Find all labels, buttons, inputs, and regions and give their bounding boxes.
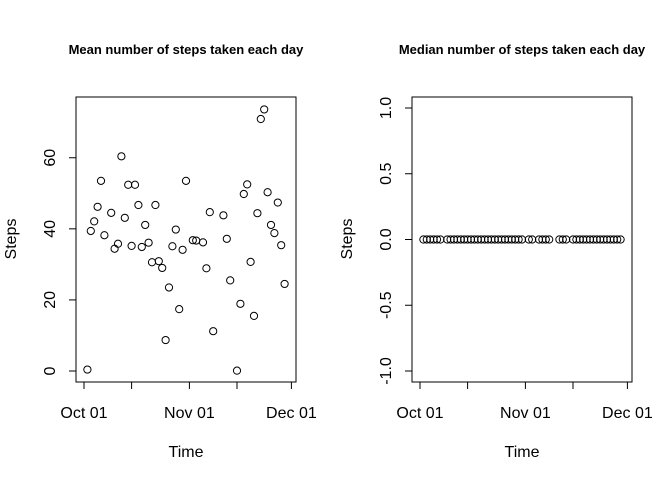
mean-data-point: [256, 114, 265, 124]
mean-data-point: [273, 198, 282, 207]
mean-data-point: [270, 229, 279, 238]
mean-data-point: [232, 366, 242, 375]
mean-data-point: [154, 257, 163, 266]
mean-data-point: [137, 242, 146, 252]
mean-data-point: [202, 264, 211, 273]
mean-y-axis-label: Steps: [3, 219, 20, 260]
mean-data-point: [117, 152, 126, 161]
median-x-tick-label: Dec 01: [602, 405, 653, 422]
median-y-tick-label: 1.0: [378, 97, 395, 119]
mean-data-point: [144, 238, 153, 247]
mean-data-point: [226, 276, 235, 285]
mean-data-point: [205, 208, 214, 217]
mean-data-point: [83, 365, 92, 374]
mean-data-point: [263, 188, 272, 197]
mean-y-tick-label: 60: [42, 149, 59, 167]
mean-data-point: [147, 258, 157, 267]
mean-data-point: [198, 238, 208, 247]
mean-data-point: [110, 244, 119, 253]
mean-data-point: [280, 279, 289, 289]
mean-data-point: [151, 200, 160, 210]
mean-data-point: [130, 180, 140, 189]
mean-data-point: [249, 311, 259, 321]
median-y-axis: -1.0 -0.5 0.0 0.5 1.0: [378, 97, 413, 385]
median-y-tick-label: 0.5: [378, 163, 395, 185]
mean-data-point: [168, 242, 177, 251]
mean-data-point: [219, 211, 228, 220]
median-y-tick-label: -1.0: [378, 357, 395, 385]
mean-data-point: [266, 220, 276, 230]
median-data-point: [613, 235, 622, 244]
median-data-point: [541, 235, 550, 244]
mean-data-point: [188, 236, 197, 245]
mean-x-axis: Oct 01 Nov 01 Dec 01: [60, 381, 317, 422]
mean-data-point: [239, 189, 248, 199]
mean-data-point: [243, 180, 252, 189]
mean-data-point: [164, 283, 174, 292]
median-chart-title: Median number of steps taken each day: [399, 42, 646, 57]
mean-y-axis: 0 20 40 60: [42, 149, 77, 375]
mean-data-point: [222, 234, 231, 243]
mean-data-point: [134, 200, 143, 210]
mean-data-point: [127, 241, 136, 250]
mean-data-point: [161, 335, 170, 345]
median-data-point: [616, 235, 625, 244]
median-data-point: [558, 235, 567, 244]
median-data-point: [432, 235, 442, 244]
median-x-axis: Oct 01 Nov 01 Dec 01: [396, 381, 653, 422]
mean-data-point: [113, 239, 123, 248]
mean-plot-frame: [75, 96, 297, 383]
mean-y-tick-label: 20: [42, 291, 59, 309]
mean-data-point: [178, 245, 187, 254]
mean-data-point: [90, 217, 99, 226]
mean-data-point: [236, 299, 245, 308]
mean-x-tick-label: Dec 01: [266, 405, 317, 422]
median-x-axis-label: Time: [505, 444, 540, 461]
mean-data-point: [124, 180, 133, 189]
mean-data-point: [86, 226, 95, 236]
median-steps-panel: Median number of steps taken each day Oc…: [339, 42, 653, 461]
mean-data-point: [209, 327, 218, 336]
mean-data-point: [181, 176, 191, 185]
median-data-point: [545, 235, 554, 244]
mean-x-tick-label: Oct 01: [60, 405, 107, 422]
mean-data-point: [96, 176, 106, 185]
median-data-point: [524, 235, 533, 244]
mean-data-point: [141, 220, 150, 230]
median-data-point: [514, 235, 523, 244]
mean-data-point: [253, 209, 262, 218]
median-x-tick-label: Nov 01: [500, 405, 551, 422]
median-y-axis-label: Steps: [339, 219, 356, 260]
mean-x-axis-label: Time: [169, 444, 204, 461]
mean-data-point: [171, 225, 180, 234]
mean-steps-panel: Mean number of steps taken each day Oct …: [3, 42, 317, 461]
mean-data-point: [100, 231, 109, 240]
mean-data-point: [246, 257, 255, 266]
mean-data-point: [277, 241, 286, 250]
mean-chart-title: Mean number of steps taken each day: [69, 42, 305, 57]
mean-points: [83, 105, 289, 375]
mean-y-tick-label: 40: [42, 220, 59, 238]
mean-data-point: [260, 105, 269, 114]
mean-x-tick-label: Nov 01: [164, 405, 215, 422]
median-x-tick-label: Oct 01: [396, 405, 443, 422]
median-points: [419, 235, 625, 244]
median-y-tick-label: -0.5: [378, 291, 395, 319]
mean-data-point: [93, 202, 102, 211]
mean-data-point: [175, 305, 184, 314]
mean-data-point: [120, 213, 129, 222]
mean-data-point: [107, 208, 116, 217]
mean-y-tick-label: 0: [42, 366, 59, 375]
median-y-tick-label: 0.0: [378, 228, 395, 250]
mean-data-point: [158, 263, 167, 273]
